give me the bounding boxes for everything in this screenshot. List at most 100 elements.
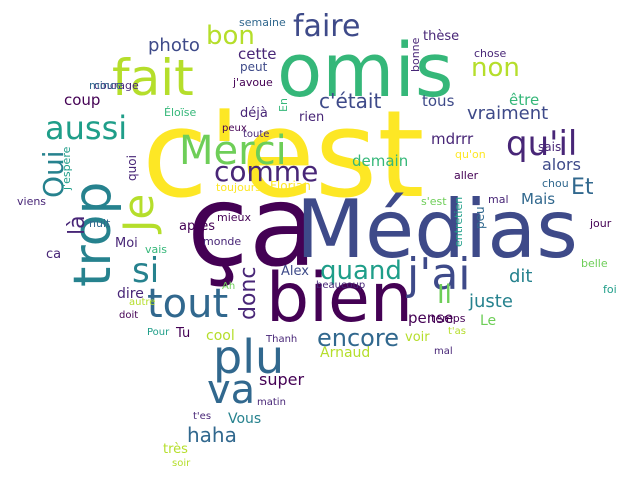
word: pense (408, 309, 454, 327)
word: semaine (239, 16, 286, 29)
word: viens (17, 195, 47, 208)
word: Mais (521, 190, 556, 208)
word: En (277, 98, 290, 112)
word: toute (243, 129, 270, 140)
word: chou (542, 177, 569, 190)
word: bon (206, 21, 255, 51)
word: va (207, 367, 256, 413)
word: Moi (115, 236, 138, 251)
word: plu (213, 330, 285, 384)
word: Pour (147, 327, 170, 338)
word: toujours (216, 181, 262, 194)
word: c'était (319, 89, 382, 113)
word: sais (538, 140, 562, 154)
word: thèse (423, 29, 460, 44)
word: cette (238, 45, 277, 63)
word: c'est (142, 86, 425, 225)
word: qu'on (455, 148, 486, 161)
word: belle (581, 257, 608, 270)
word: juste (469, 291, 513, 312)
word: là (65, 215, 90, 235)
word: doit (119, 310, 139, 321)
word: donc (236, 266, 261, 320)
word: entretien (452, 196, 465, 247)
word: peu (473, 206, 487, 229)
word: ca (46, 247, 62, 262)
word: tout (147, 281, 229, 327)
word: tous (422, 92, 455, 110)
word: omis (277, 28, 454, 114)
word: autre (129, 297, 156, 308)
word: Arnaud (320, 345, 371, 361)
word: encore (317, 324, 399, 352)
word: vais (145, 243, 168, 256)
word: Merci (179, 128, 287, 174)
word: fait (112, 49, 194, 107)
word: comme (214, 155, 319, 188)
word: Médias (296, 183, 578, 276)
word: s'est (421, 195, 447, 208)
word: Vous (228, 411, 262, 427)
word: foi (603, 283, 617, 296)
word: si (132, 251, 160, 291)
word: aussi (45, 109, 128, 147)
word: courage (94, 79, 139, 92)
word: j'avoue (233, 76, 273, 89)
word: beaucoup (316, 280, 366, 291)
word: peux (222, 123, 247, 134)
word: Je (114, 193, 163, 232)
word: être (509, 91, 540, 109)
word: mieux (217, 211, 252, 224)
word: alors (542, 155, 581, 174)
word: Éloïse (164, 106, 197, 119)
word: t'as (448, 326, 467, 337)
word: Thanh (266, 334, 298, 345)
word: nuit (89, 217, 111, 230)
word: photo (148, 35, 200, 56)
word: chose (474, 47, 507, 60)
word: voir (405, 330, 430, 345)
word: peut (240, 60, 268, 74)
word: j'ai (407, 249, 471, 300)
word: mince (89, 79, 123, 92)
word: quoi (125, 155, 139, 181)
word: super (259, 370, 305, 389)
word: très (163, 442, 188, 457)
word: bonne (409, 37, 422, 72)
word: Il (437, 280, 452, 310)
word: rien (299, 110, 325, 125)
word: ça (187, 162, 318, 292)
word: t'es (193, 411, 212, 422)
word: coup (64, 91, 101, 109)
word: quand (320, 256, 402, 286)
word: Le (480, 313, 497, 329)
word: Et (571, 175, 594, 200)
word: qu'il (506, 124, 578, 164)
word: soir (172, 458, 191, 469)
word: demain (352, 152, 409, 170)
word: dire (117, 286, 144, 302)
word: bien (266, 259, 413, 338)
word: monde (203, 235, 242, 248)
word: mal (488, 193, 509, 206)
word: dit (509, 266, 533, 287)
word: temps (431, 312, 466, 325)
word: faire (293, 9, 361, 44)
word: matin (257, 397, 286, 408)
word: Tu (176, 326, 191, 341)
word: Alex (281, 264, 309, 279)
word: mal (434, 346, 453, 357)
word: non (471, 53, 520, 83)
word: aller (454, 169, 479, 182)
word: cool (206, 328, 235, 344)
word: Florian (270, 179, 311, 193)
word: après (179, 219, 216, 234)
word: mdrrr (431, 130, 474, 148)
word: vraiment (467, 103, 549, 124)
word: haha (187, 423, 237, 447)
word: j'espère (60, 146, 73, 190)
word: déjà (240, 106, 268, 121)
word: jour (590, 217, 612, 230)
word: Ah (222, 281, 236, 292)
